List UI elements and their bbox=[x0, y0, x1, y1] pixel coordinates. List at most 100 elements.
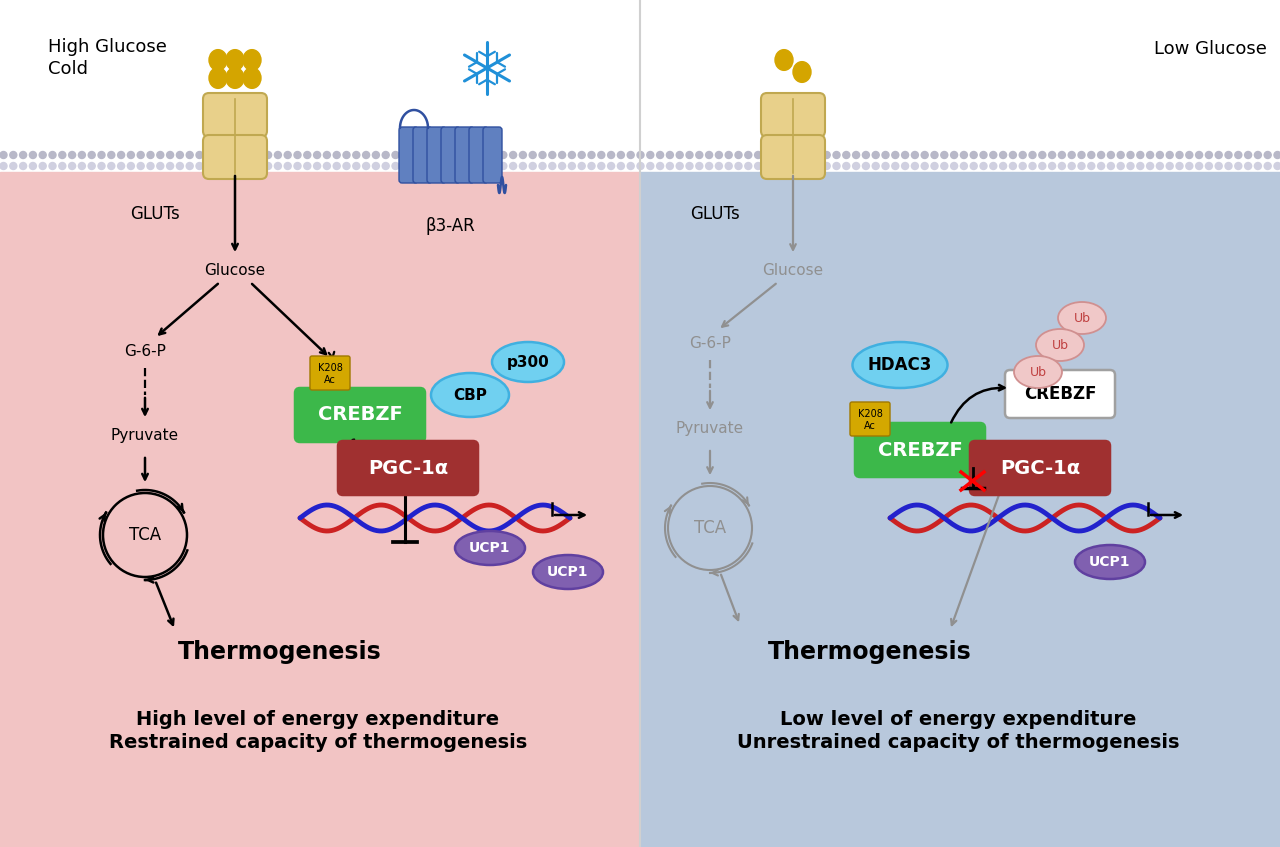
Circle shape bbox=[863, 163, 869, 169]
Circle shape bbox=[1088, 163, 1094, 169]
Circle shape bbox=[1166, 152, 1174, 158]
Circle shape bbox=[1088, 152, 1094, 158]
Text: G-6-P: G-6-P bbox=[124, 344, 166, 359]
Text: UCP1: UCP1 bbox=[470, 541, 511, 555]
Circle shape bbox=[980, 152, 987, 158]
FancyBboxPatch shape bbox=[454, 127, 474, 183]
Circle shape bbox=[225, 152, 233, 158]
Circle shape bbox=[1019, 163, 1027, 169]
Circle shape bbox=[774, 163, 781, 169]
Text: UCP1: UCP1 bbox=[548, 565, 589, 579]
Circle shape bbox=[794, 152, 801, 158]
Circle shape bbox=[951, 163, 957, 169]
Circle shape bbox=[833, 163, 840, 169]
Bar bbox=[223, 127, 247, 145]
Circle shape bbox=[539, 163, 547, 169]
FancyBboxPatch shape bbox=[294, 388, 425, 442]
Circle shape bbox=[177, 152, 183, 158]
Circle shape bbox=[1265, 152, 1271, 158]
Circle shape bbox=[451, 152, 458, 158]
Circle shape bbox=[461, 152, 467, 158]
Ellipse shape bbox=[852, 342, 947, 388]
Text: Ub: Ub bbox=[1074, 312, 1091, 324]
Circle shape bbox=[284, 163, 292, 169]
Circle shape bbox=[461, 163, 467, 169]
Circle shape bbox=[646, 152, 654, 158]
Circle shape bbox=[911, 152, 918, 158]
Circle shape bbox=[637, 163, 644, 169]
Text: High level of energy expenditure: High level of energy expenditure bbox=[137, 710, 499, 729]
Text: Pyruvate: Pyruvate bbox=[676, 421, 744, 436]
Circle shape bbox=[147, 152, 154, 158]
Circle shape bbox=[29, 163, 36, 169]
Circle shape bbox=[156, 152, 164, 158]
Text: PGC-1α: PGC-1α bbox=[1000, 458, 1080, 478]
Text: K208: K208 bbox=[858, 409, 882, 419]
Circle shape bbox=[783, 152, 791, 158]
Circle shape bbox=[1069, 152, 1075, 158]
Circle shape bbox=[1048, 163, 1056, 169]
Circle shape bbox=[705, 163, 713, 169]
Circle shape bbox=[989, 163, 997, 169]
Text: Glucose: Glucose bbox=[205, 263, 265, 278]
Text: K208: K208 bbox=[317, 363, 343, 373]
Circle shape bbox=[49, 152, 56, 158]
Circle shape bbox=[108, 152, 115, 158]
Text: High Glucose: High Glucose bbox=[49, 38, 166, 56]
Bar bbox=[0, 0, 1280, 172]
Bar bbox=[640, 172, 1280, 847]
Text: Ub: Ub bbox=[1029, 366, 1047, 379]
Circle shape bbox=[88, 152, 95, 158]
Circle shape bbox=[303, 152, 311, 158]
Circle shape bbox=[872, 152, 879, 158]
Circle shape bbox=[1225, 163, 1231, 169]
Circle shape bbox=[244, 152, 252, 158]
Ellipse shape bbox=[454, 531, 525, 565]
Circle shape bbox=[755, 163, 762, 169]
Ellipse shape bbox=[1059, 302, 1106, 334]
Circle shape bbox=[1176, 163, 1183, 169]
Circle shape bbox=[520, 152, 526, 158]
FancyBboxPatch shape bbox=[483, 127, 502, 183]
Text: Unrestrained capacity of thermogenesis: Unrestrained capacity of thermogenesis bbox=[737, 733, 1179, 752]
Circle shape bbox=[480, 152, 488, 158]
FancyBboxPatch shape bbox=[442, 127, 460, 183]
Circle shape bbox=[686, 152, 692, 158]
Text: GLUTs: GLUTs bbox=[131, 205, 180, 223]
Circle shape bbox=[1107, 163, 1115, 169]
Text: G-6-P: G-6-P bbox=[689, 336, 731, 351]
Circle shape bbox=[882, 152, 890, 158]
Circle shape bbox=[1097, 163, 1105, 169]
Circle shape bbox=[598, 163, 604, 169]
Circle shape bbox=[343, 163, 349, 169]
Circle shape bbox=[676, 163, 684, 169]
Circle shape bbox=[177, 163, 183, 169]
Circle shape bbox=[1000, 163, 1006, 169]
Circle shape bbox=[960, 163, 968, 169]
Circle shape bbox=[892, 152, 899, 158]
Circle shape bbox=[667, 152, 673, 158]
Circle shape bbox=[362, 163, 370, 169]
Circle shape bbox=[696, 163, 703, 169]
Circle shape bbox=[324, 163, 330, 169]
Circle shape bbox=[59, 163, 65, 169]
FancyBboxPatch shape bbox=[1005, 370, 1115, 418]
Circle shape bbox=[637, 152, 644, 158]
Circle shape bbox=[0, 152, 6, 158]
Circle shape bbox=[314, 152, 320, 158]
Text: Pyruvate: Pyruvate bbox=[111, 428, 179, 443]
Circle shape bbox=[520, 163, 526, 169]
Circle shape bbox=[960, 152, 968, 158]
Circle shape bbox=[941, 163, 947, 169]
Circle shape bbox=[911, 163, 918, 169]
Circle shape bbox=[303, 163, 311, 169]
Circle shape bbox=[1215, 163, 1222, 169]
FancyBboxPatch shape bbox=[762, 93, 826, 137]
Circle shape bbox=[1048, 152, 1056, 158]
Circle shape bbox=[970, 152, 977, 158]
Ellipse shape bbox=[774, 50, 794, 70]
Ellipse shape bbox=[209, 68, 227, 88]
FancyBboxPatch shape bbox=[855, 423, 986, 477]
Circle shape bbox=[1185, 163, 1193, 169]
Circle shape bbox=[1185, 152, 1193, 158]
